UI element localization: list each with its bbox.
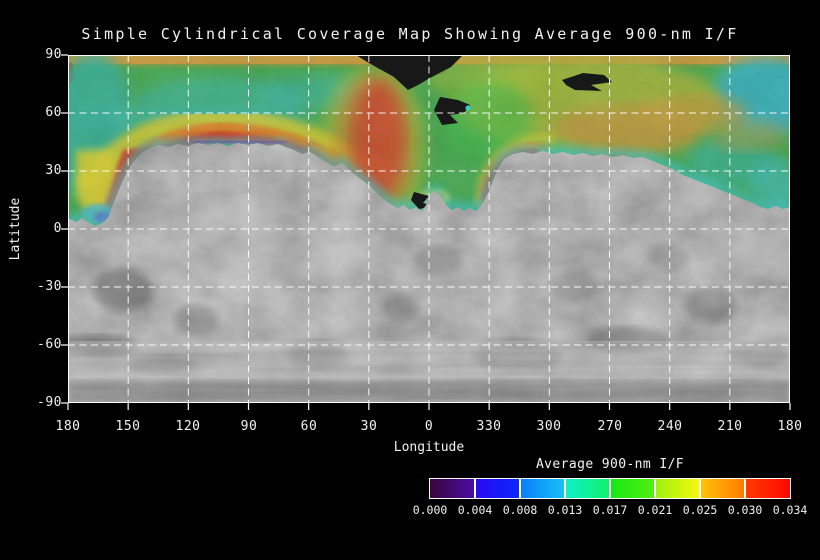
y-tick-label: -90 <box>37 395 62 410</box>
colorbar-divider <box>519 479 521 498</box>
colorbar-divider <box>654 479 656 498</box>
colorbar-divider <box>609 479 611 498</box>
colorbar-tick-label: 0.008 <box>502 503 538 517</box>
colorbar-tick-label: 0.017 <box>592 503 628 517</box>
colorbar-divider <box>564 479 566 498</box>
y-tick-label: -30 <box>37 279 62 294</box>
colorbar-tick-label: 0.000 <box>412 503 448 517</box>
x-tick-label: 180 <box>777 419 803 434</box>
colorbar-tick-label: 0.030 <box>727 503 763 517</box>
colorbar-divider <box>699 479 701 498</box>
colorbar-tick-label: 0.004 <box>457 503 493 517</box>
x-tick-label: 180 <box>55 419 81 434</box>
y-tick-label: 60 <box>45 105 62 120</box>
x-tick-label: 120 <box>175 419 201 434</box>
x-tick-label: 150 <box>115 419 141 434</box>
x-tick-label: 210 <box>717 419 743 434</box>
map-plot <box>61 54 791 410</box>
x-tick-label: 300 <box>536 419 562 434</box>
colorbar <box>429 478 791 499</box>
colorbar-tick-label: 0.034 <box>772 503 808 517</box>
x-axis-title: Longitude <box>393 440 465 455</box>
colorbar-title: Average 900-nm I/F <box>535 457 685 472</box>
y-tick-label: -60 <box>37 337 62 352</box>
y-tick-label: 90 <box>45 47 62 62</box>
colorbar-divider <box>744 479 746 498</box>
y-tick-label: 30 <box>45 163 62 178</box>
colorbar-tick-label: 0.013 <box>547 503 583 517</box>
colorbar-tick-label: 0.025 <box>682 503 718 517</box>
x-tick-label: 90 <box>240 419 258 434</box>
grid-lines <box>68 55 790 403</box>
plot-border <box>68 55 790 403</box>
x-tick-label: 30 <box>360 419 378 434</box>
axis-ticks <box>61 54 791 410</box>
x-tick-label: 270 <box>597 419 623 434</box>
y-tick-label: 0 <box>53 221 62 236</box>
x-tick-label: 240 <box>657 419 683 434</box>
x-tick-label: 0 <box>424 419 434 434</box>
no-data-gaps <box>356 55 612 209</box>
x-tick-label: 330 <box>476 419 502 434</box>
x-tick-label: 60 <box>300 419 318 434</box>
colorbar-tick-label: 0.021 <box>637 503 673 517</box>
colorbar-divider <box>474 479 476 498</box>
figure-title: Simple Cylindrical Coverage Map Showing … <box>81 25 739 43</box>
